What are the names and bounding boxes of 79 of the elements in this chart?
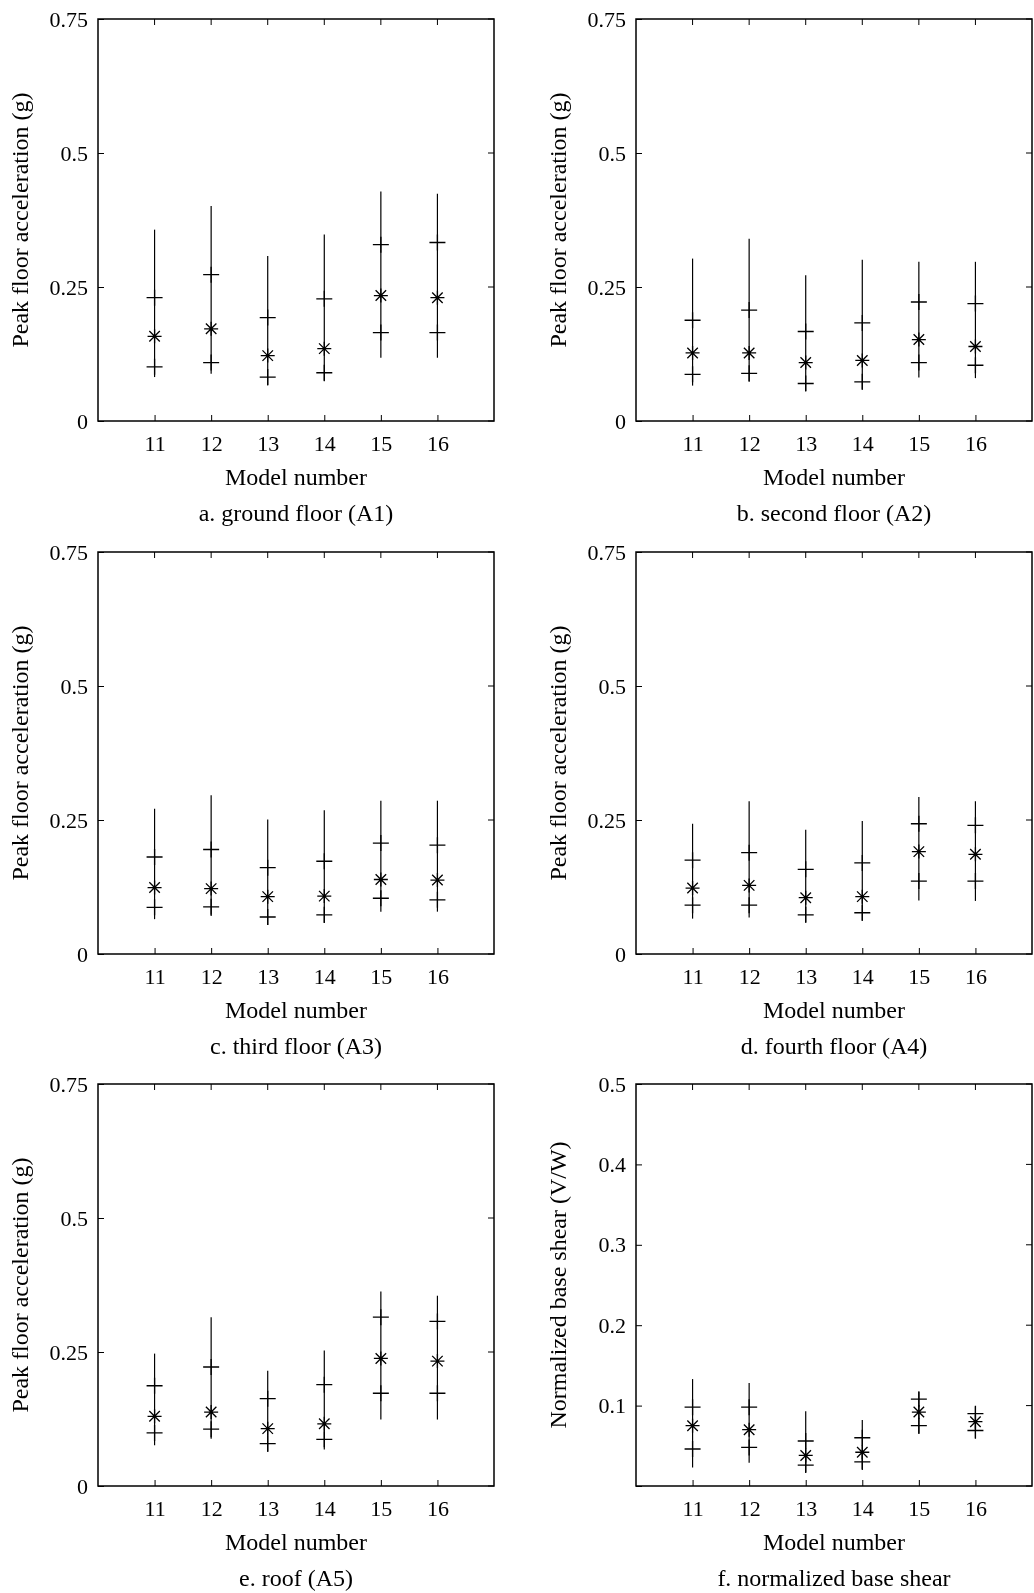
x-tick-label: 12	[738, 963, 761, 989]
x-axis-title: Model number	[225, 1529, 367, 1555]
text: e. roof (A5)	[239, 1565, 353, 1591]
x-tick-label: 16	[964, 1495, 987, 1521]
x-tick-label: 14	[851, 963, 874, 989]
x-tick-label: 12	[200, 963, 223, 989]
y-tick-label: 0.25	[587, 807, 626, 833]
y-tick-label: 0	[615, 941, 626, 967]
y-tick-label: 0	[77, 1473, 88, 1499]
y-axis-title: Peak floor acceleration (g)	[7, 625, 33, 881]
y-tick-label: 0.25	[49, 274, 88, 300]
y-axis-title: Normalized base shear (V/W)	[545, 1141, 571, 1429]
x-tick-label: 14	[851, 430, 874, 456]
x-tick-label: 11	[144, 430, 166, 456]
y-tick-label: 0.75	[587, 539, 626, 565]
y-tick-label: 0.1	[598, 1393, 626, 1419]
x-tick-label: 14	[851, 1495, 874, 1521]
y-tick-label: 0.3	[598, 1232, 626, 1258]
y-tick-label: 0.75	[49, 1071, 88, 1097]
y-tick-label: 0	[77, 941, 88, 967]
y-tick-label: 0.75	[587, 6, 626, 32]
x-tick-label: 14	[313, 430, 336, 456]
y-tick-label: 0.4	[598, 1151, 626, 1177]
y-tick-label: 0.25	[587, 274, 626, 300]
y-tick-label: 0.2	[598, 1312, 626, 1338]
text: b. second floor (A2)	[736, 500, 932, 526]
x-tick-label: 11	[144, 963, 166, 989]
x-tick-label: 15	[908, 1495, 931, 1521]
x-tick-label: 15	[370, 430, 393, 456]
x-tick-label: 12	[738, 1495, 761, 1521]
x-axis-title: Model number	[763, 464, 905, 490]
y-tick-label: 0.25	[49, 1339, 88, 1365]
x-tick-label: 15	[370, 963, 393, 989]
x-tick-label: 11	[682, 963, 704, 989]
text: c. third floor (A3)	[210, 1033, 382, 1059]
y-tick-label: 0.5	[598, 140, 626, 166]
y-tick-label: 0.5	[598, 673, 626, 699]
x-tick-label: 14	[313, 1495, 336, 1521]
text: d. fourth floor (A4)	[740, 1033, 928, 1059]
x-tick-label: 15	[370, 1495, 393, 1521]
y-tick-label: 0.75	[49, 6, 88, 32]
x-tick-label: 13	[795, 1495, 818, 1521]
x-axis-title: Model number	[763, 1529, 905, 1555]
x-tick-label: 11	[144, 1495, 166, 1521]
x-tick-label: 12	[200, 430, 223, 456]
y-axis-title: Peak floor acceleration (g)	[545, 625, 571, 881]
y-tick-label: 0.5	[598, 1071, 626, 1097]
x-tick-label: 16	[426, 963, 449, 989]
x-tick-label: 15	[908, 963, 931, 989]
x-tick-label: 13	[795, 963, 818, 989]
x-tick-label: 13	[257, 430, 280, 456]
x-tick-label: 13	[257, 963, 280, 989]
x-tick-label: 16	[964, 430, 987, 456]
x-tick-label: 12	[200, 1495, 223, 1521]
y-axis-title: Peak floor acceleration (g)	[7, 1157, 33, 1413]
y-tick-label: 0.5	[60, 673, 88, 699]
text: f. normalized base shear	[717, 1565, 951, 1591]
y-axis-title: Peak floor acceleration (g)	[7, 92, 33, 348]
x-tick-label: 16	[426, 1495, 449, 1521]
x-tick-label: 15	[908, 430, 931, 456]
text: a. ground floor (A1)	[198, 500, 394, 526]
x-tick-label: 12	[738, 430, 761, 456]
x-tick-label: 14	[313, 963, 336, 989]
y-axis-title: Peak floor acceleration (g)	[545, 92, 571, 348]
y-tick-label: 0	[77, 408, 88, 434]
x-axis-title: Model number	[225, 997, 367, 1023]
y-tick-label: 0	[615, 408, 626, 434]
x-axis-title: Model number	[763, 997, 905, 1023]
x-tick-label: 11	[682, 430, 704, 456]
y-tick-label: 0.25	[49, 807, 88, 833]
x-tick-label: 13	[795, 430, 818, 456]
y-tick-label: 0.5	[60, 140, 88, 166]
x-tick-label: 11	[682, 1495, 704, 1521]
x-tick-label: 13	[257, 1495, 280, 1521]
y-tick-label: 0.75	[49, 539, 88, 565]
x-tick-label: 16	[426, 430, 449, 456]
x-axis-title: Model number	[225, 464, 367, 490]
x-tick-label: 16	[964, 963, 987, 989]
y-tick-label: 0.5	[60, 1205, 88, 1231]
